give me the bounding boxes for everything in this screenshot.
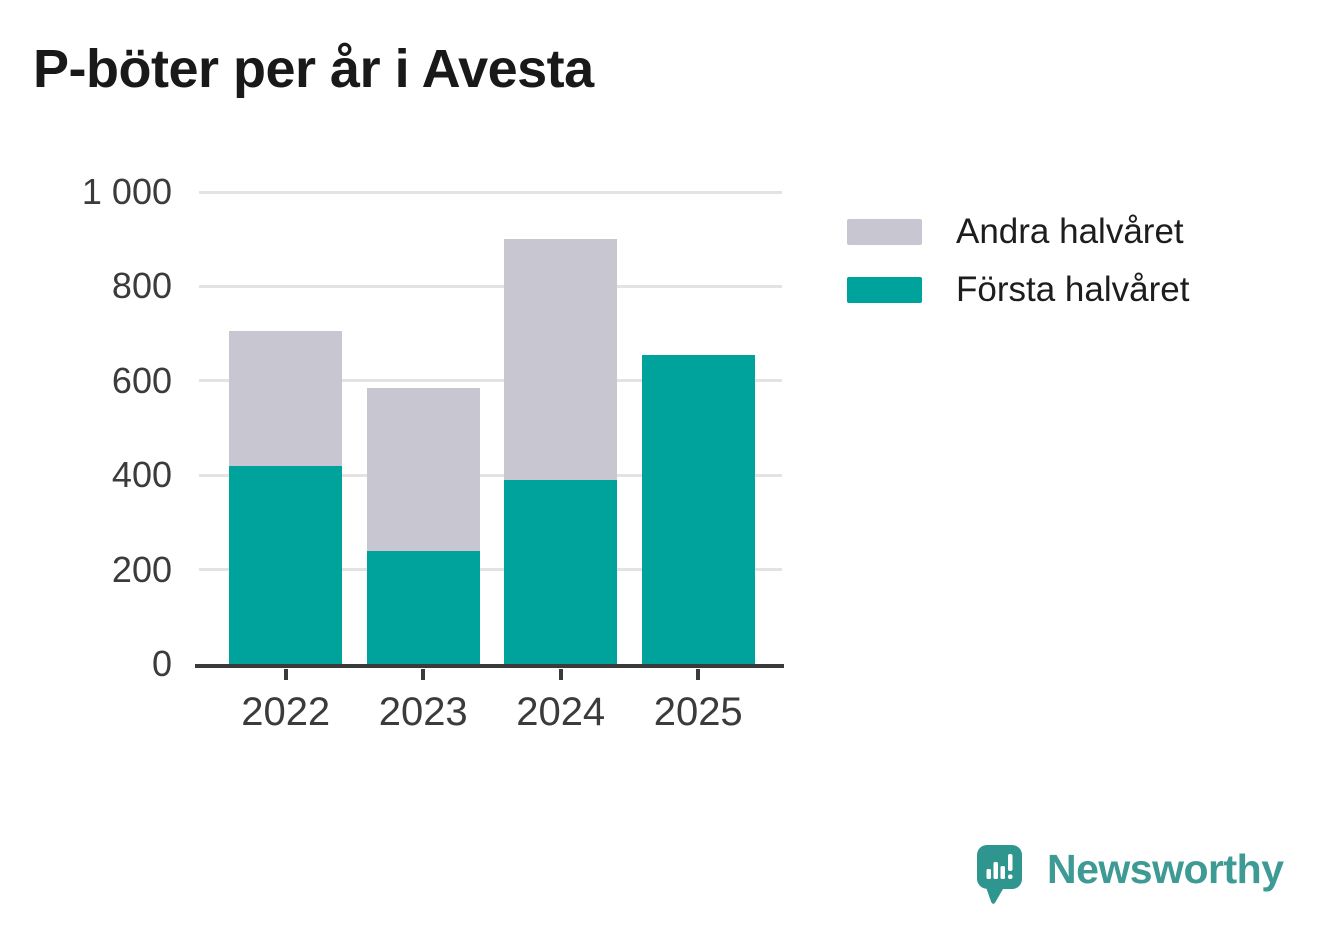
x-axis-tick-2023 xyxy=(421,668,426,680)
chart-title: P-böter per år i Avesta xyxy=(33,39,594,99)
gridline-1000 xyxy=(199,190,782,194)
x-axis-label-2023: 2023 xyxy=(378,690,468,734)
legend-swatch-forsta-halvaret xyxy=(847,277,922,303)
legend-item-forsta: Första halvåret xyxy=(847,270,1189,309)
y-axis-tick-label: 400 xyxy=(111,454,172,496)
x-axis-line xyxy=(195,663,784,668)
x-axis-tick-2024 xyxy=(558,668,563,680)
x-axis-label-2025: 2025 xyxy=(653,690,743,734)
y-axis-tick-label: 1 000 xyxy=(81,171,172,212)
y-axis-tick-label: 200 xyxy=(111,548,172,590)
x-axis-label-2022: 2022 xyxy=(241,690,331,734)
legend-label: Andra halvåret xyxy=(956,212,1184,251)
newsworthy-branding: Newsworthy xyxy=(977,845,1284,905)
bar-2023-andra-halvaret xyxy=(366,387,480,551)
y-axis-tick-label: 0 xyxy=(151,643,172,684)
x-axis-tick-2025 xyxy=(696,668,701,680)
bar-2022-forsta-halvaret xyxy=(229,465,343,664)
legend-item-andra: Andra halvåret xyxy=(847,212,1189,251)
legend-swatch-andra-halvaret xyxy=(847,219,922,245)
legend: Andra halvåret Första halvåret xyxy=(847,212,1189,335)
bar-2022-andra-halvaret xyxy=(229,331,343,466)
bar-2024-andra-halvaret xyxy=(504,239,618,480)
gridline-800 xyxy=(199,284,782,288)
x-axis-label-2024: 2024 xyxy=(516,690,606,734)
gridline-600 xyxy=(199,379,782,383)
bar-2023-forsta-halvaret xyxy=(366,550,480,664)
x-axis-tick-2022 xyxy=(283,668,288,680)
y-axis-tick-label: 600 xyxy=(111,359,172,401)
gridline-200 xyxy=(199,568,782,572)
legend-label: Första halvåret xyxy=(956,270,1190,309)
newsworthy-logo-text: Newsworthy xyxy=(1047,846,1284,892)
newsworthy-logo-icon xyxy=(977,845,1022,904)
bar-2025-forsta-halvaret xyxy=(641,354,755,664)
bar-2024-forsta-halvaret xyxy=(504,479,618,664)
gridline-400 xyxy=(199,473,782,477)
y-axis-tick-label: 800 xyxy=(111,265,172,307)
